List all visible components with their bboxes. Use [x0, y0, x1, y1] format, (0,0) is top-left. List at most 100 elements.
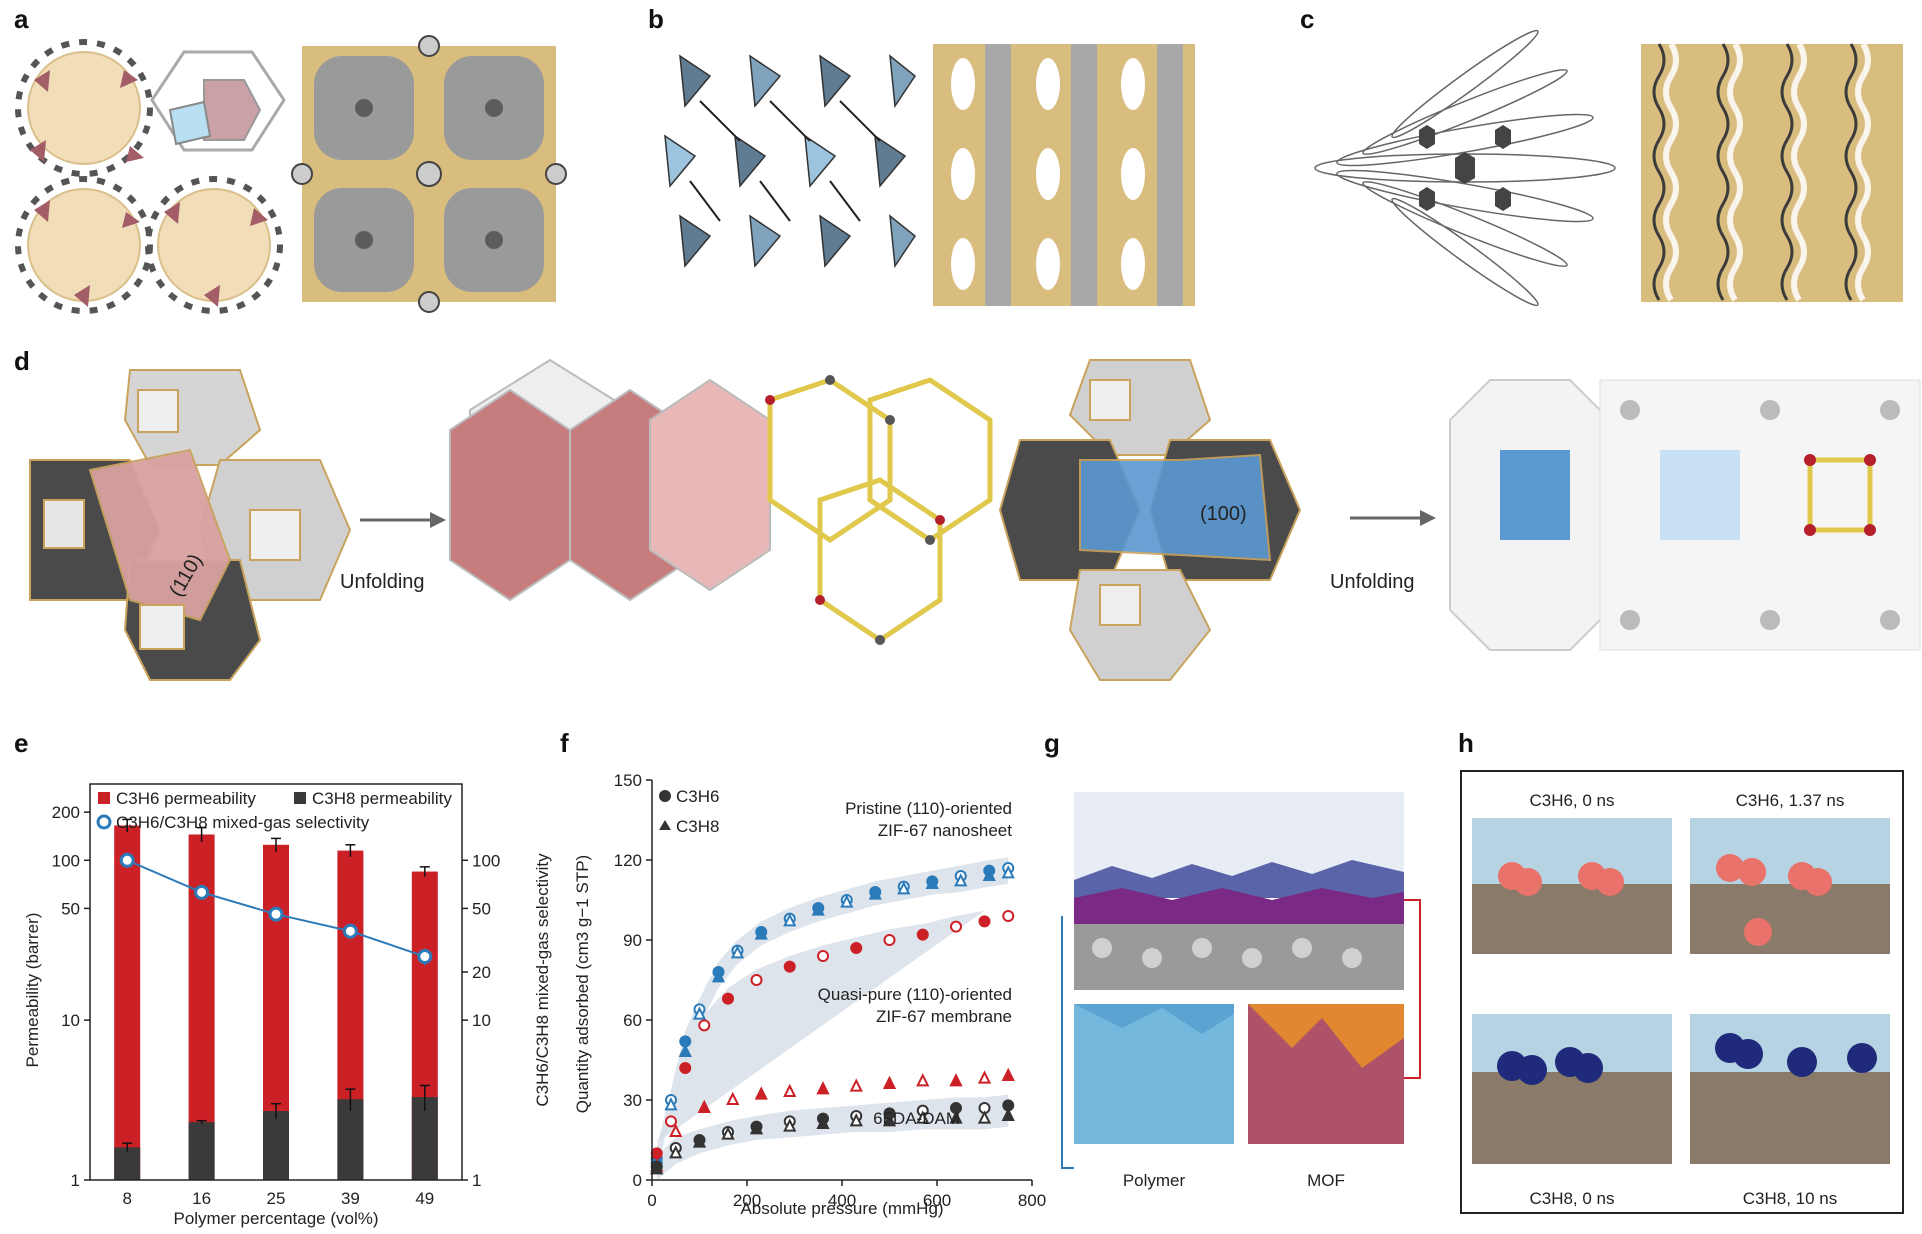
f-point-c3h8: [816, 1081, 830, 1095]
panel-c-helical-channel-map: [1641, 42, 1903, 302]
f-ylabel: Quantity adsorbed (cm3 g−1 STP): [573, 855, 592, 1113]
h-br-label: C3H8, 10 ns: [1743, 1189, 1838, 1208]
panel-f-adsorption-chart: 0 30 60 90 120 150 0 200 400 600 800 C3H6 C3H8 Pri…: [573, 771, 1046, 1218]
f-y-tick-label: 150: [614, 771, 642, 790]
e-x-tick-label: 49: [415, 1189, 434, 1208]
e-x-tick-label: 25: [267, 1189, 286, 1208]
left-unfolding-arrow: Unfolding: [340, 512, 446, 593]
f-point-c3h8: [754, 926, 768, 940]
f-point-c3h8: [925, 875, 939, 889]
e-bar-c3h8: [114, 1147, 141, 1180]
f-point-c3h8: [664, 1097, 678, 1111]
e-selectivity-point: [119, 852, 135, 868]
f-point-c3h8: [669, 1123, 683, 1137]
e-right-tick-label: 100: [472, 851, 500, 870]
e-bar-c3h6: [114, 825, 141, 1180]
e-bar-c3h8: [188, 1122, 215, 1180]
f-point-c3h8: [692, 1006, 707, 1020]
f-xlabel: Absolute pressure (mmHg): [740, 1199, 943, 1218]
f-point-c3h8: [897, 881, 911, 895]
f-y-tick-label: 90: [623, 931, 642, 950]
h-tr-label: C3H6, 1.37 ns: [1736, 791, 1845, 810]
e-selectivity-point: [268, 906, 284, 922]
panel-a-sodalite-cage-illustration: [15, 39, 286, 314]
left-arrow-label: Unfolding: [340, 571, 425, 593]
left-unfolded-net: [449, 358, 993, 645]
f-point-c3h6: [679, 1062, 692, 1074]
f-point-c3h8: [730, 945, 745, 959]
f-x-tick-label: 800: [1018, 1191, 1046, 1210]
f-point-c3h8: [754, 1086, 768, 1100]
f-point-c3h8: [982, 867, 996, 881]
panel-label-g: g: [1044, 728, 1060, 758]
e-selectivity-point: [194, 884, 210, 900]
f-point-c3h6: [916, 928, 929, 941]
f-annot-quasi-2: ZIF-67 membrane: [876, 1007, 1012, 1026]
f-point-c3h8: [726, 1091, 740, 1105]
panel-b-channel-surface-map: [933, 44, 1195, 306]
f-point-c3h8: [882, 1113, 897, 1127]
f-point-c3h8: [1001, 1067, 1015, 1081]
f-point-c3h8: [692, 1134, 707, 1148]
f-point-c3h6: [783, 960, 796, 973]
f-point-c3h8: [849, 1113, 863, 1127]
f-point-c3h6: [978, 915, 991, 928]
right-unfolded-net: [1449, 379, 1921, 651]
f-x-tick-label: 200: [733, 1191, 761, 1210]
e-legend-sel: C3H6/C3H8 mixed-gas selectivity: [116, 813, 370, 832]
e-plot-frame: [89, 783, 463, 1181]
panel-g-simulation-snapshot: Polymer MOF: [1061, 792, 1421, 1190]
e-left-tick-label: 1: [71, 1171, 80, 1190]
f-band: [656, 910, 985, 1143]
g-polymer-connector: [1061, 916, 1074, 1169]
e-legend-c3h6-swatch: [98, 792, 110, 804]
f-point-c3h6: [950, 920, 962, 933]
panel-label-c: c: [1300, 4, 1315, 34]
e-x-tick-label: 39: [341, 1189, 360, 1208]
f-legend-c3h6: C3H6: [676, 787, 719, 806]
h-bl-label: C3H8, 0 ns: [1529, 1189, 1614, 1208]
f-point-c3h8: [949, 1073, 963, 1087]
panel-e-permeability-chart: C3H6 permeability C3H8 permeability C3H6…: [23, 783, 552, 1228]
e-legend-c3h8-swatch: [294, 792, 306, 804]
f-point-c3h6: [1002, 910, 1015, 922]
f-point-c3h8: [721, 1126, 735, 1140]
right-unfolding-arrow: Unfolding: [1330, 510, 1436, 593]
panel-h-grid: C3H6, 0 ns C3H6, 1.37 ns C3H8, 0 ns C3H8…: [1472, 791, 1890, 1208]
f-annot-quasi-1: Quasi-pure (110)-oriented: [818, 985, 1012, 1004]
e-left-tick-label: 100: [52, 851, 80, 870]
panel-c-linker-stack: [1314, 29, 1616, 307]
f-point-c3h6: [883, 934, 896, 946]
f-point-c3h8: [697, 1099, 711, 1113]
f-annot-pristine-2: ZIF-67 nanosheet: [878, 821, 1012, 840]
panel-label-f: f: [560, 728, 569, 758]
f-point-c3h8: [749, 1121, 764, 1135]
e-ylabel-left: Permeability (barrer): [23, 913, 42, 1068]
f-point-c3h8: [882, 1075, 897, 1089]
f-point-c3h8: [816, 1115, 830, 1129]
e-xlabel: Polymer percentage (vol%): [173, 1209, 378, 1228]
f-point-c3h8: [783, 1083, 797, 1097]
h-snapshot-tl: [1472, 818, 1672, 954]
h-snapshot-br: [1690, 1014, 1890, 1164]
right-cage-cluster: (100): [998, 359, 1302, 681]
f-point-c3h8: [949, 1110, 963, 1124]
panel-label-d: d: [14, 346, 30, 376]
f-point-c3h8: [916, 1110, 930, 1124]
f-x-tick-label: 600: [923, 1191, 951, 1210]
f-point-c3h6: [750, 974, 763, 986]
h-tl-label: C3H6, 0 ns: [1529, 791, 1614, 810]
panel-a-pore-surface-map: [291, 35, 567, 313]
f-y-tick-label: 120: [614, 851, 642, 870]
e-left-tick-label: 50: [61, 899, 80, 918]
e-right-tick-label: 50: [472, 899, 491, 918]
f-point-c3h8: [849, 1078, 863, 1092]
f-point-c3h8: [868, 886, 882, 900]
panel-label-h: h: [1458, 728, 1474, 758]
f-point-c3h6: [665, 1115, 677, 1128]
panel-h-md-snapshots: C3H6, 0 ns C3H6, 1.37 ns C3H8, 0 ns C3H8…: [1460, 770, 1904, 1214]
e-right-tick-label: 10: [472, 1011, 491, 1030]
e-x-tick-label: 8: [122, 1189, 131, 1208]
e-selectivity-point: [417, 949, 433, 965]
f-annot-pristine-1: Pristine (110)-oriented: [845, 799, 1012, 818]
